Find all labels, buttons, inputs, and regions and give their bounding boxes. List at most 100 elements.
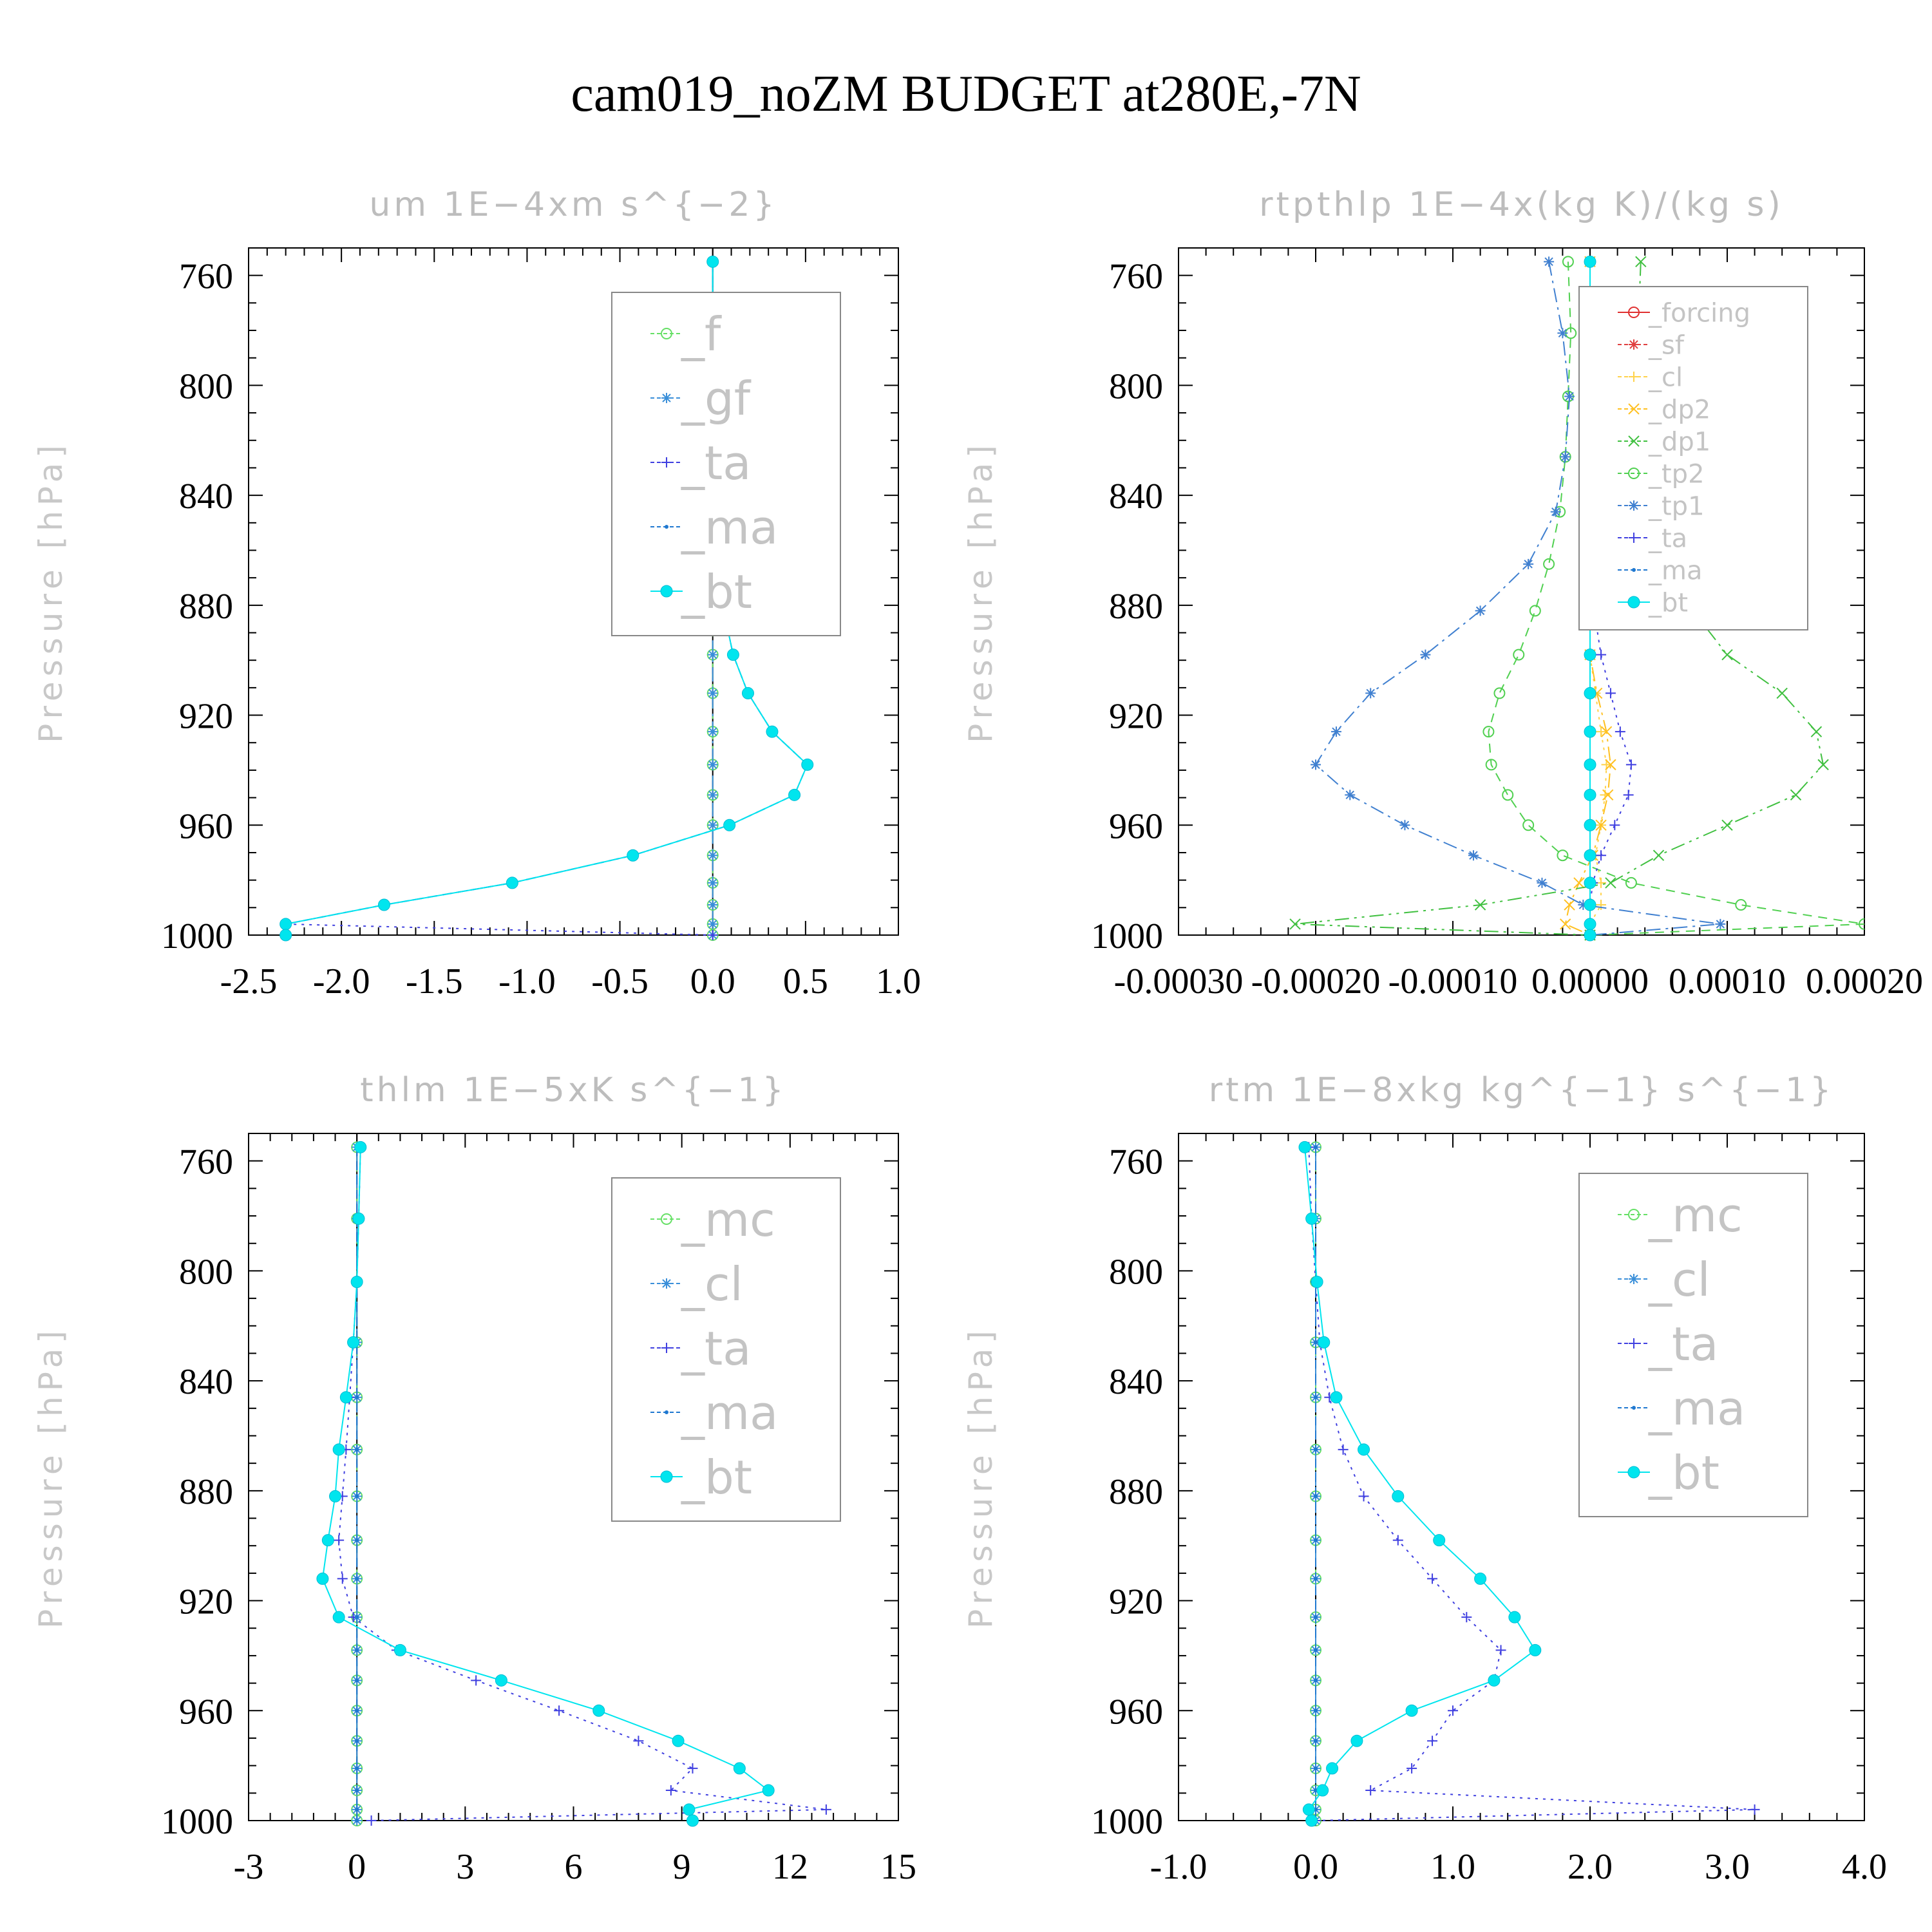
y-tick-label: 760	[1109, 257, 1163, 297]
legend-label: _cl	[681, 1257, 743, 1311]
data-point	[1543, 558, 1555, 570]
data-point	[1392, 1535, 1403, 1546]
figure-title: cam019_noZM BUDGET at280E,-7N	[571, 66, 1361, 122]
legend-label: _mc	[681, 1193, 775, 1247]
y-tick-label: 880	[1109, 1472, 1163, 1512]
data-point	[1474, 899, 1486, 911]
data-point	[1625, 876, 1637, 889]
x-tick-label: 1.0	[876, 961, 921, 1001]
data-point	[1584, 876, 1596, 889]
data-point	[1537, 877, 1548, 888]
panel-title: um 1E−4xm s^{−2}	[369, 185, 777, 224]
data-point	[1461, 1612, 1472, 1623]
data-point	[321, 1534, 334, 1547]
y-tick-label: 1000	[161, 1802, 233, 1842]
legend-label: _gf	[681, 372, 752, 426]
data-point	[495, 1674, 507, 1687]
panel-1: um 1E−4xm s^{−2} Pressure [hPa] 760 800 840 8…	[32, 185, 921, 1001]
legend: _mc _cl _ta _ma _bt	[611, 1177, 841, 1522]
legend-box	[1578, 1173, 1808, 1517]
data-point	[355, 1494, 359, 1499]
y-axis-label: Pressure [hPa]	[962, 440, 999, 743]
legend-marker	[660, 585, 673, 598]
y-tick-label: 920	[1109, 697, 1163, 737]
data-point	[1305, 1814, 1318, 1827]
data-point	[1544, 256, 1555, 267]
data-point	[726, 649, 739, 661]
data-point	[337, 1573, 348, 1584]
data-point	[1365, 688, 1376, 699]
data-layer	[316, 1141, 831, 1827]
data-point	[1584, 687, 1596, 699]
legend-label: _ta	[681, 1321, 751, 1376]
data-point	[1392, 1490, 1405, 1502]
data-point	[1311, 759, 1321, 770]
legend-label: _f	[681, 307, 722, 361]
data-point	[1605, 877, 1616, 889]
legend-marker	[1632, 568, 1636, 572]
data-point	[627, 849, 639, 862]
y-tick-label: 800	[1109, 1252, 1163, 1292]
data-point	[1298, 1141, 1311, 1153]
plot-frame	[1178, 247, 1865, 936]
x-tick-label: 4.0	[1842, 1847, 1887, 1887]
legend-box	[611, 292, 841, 636]
data-point	[1529, 1643, 1542, 1656]
plot-frame	[1178, 1133, 1865, 1821]
legend-marker	[661, 393, 672, 403]
data-point	[1605, 759, 1616, 771]
data-point	[316, 1572, 329, 1585]
x-tick-label: 3	[456, 1847, 474, 1887]
data-point	[1715, 918, 1726, 929]
data-point	[334, 1535, 345, 1546]
data-point	[1625, 759, 1636, 770]
legend-marker	[1627, 596, 1640, 609]
y-tick-label: 920	[179, 697, 233, 737]
legend-marker	[1629, 1338, 1639, 1349]
legend-marker	[661, 328, 672, 339]
data-point	[1365, 1785, 1376, 1796]
y-tick-label: 840	[1109, 1362, 1163, 1402]
data-point	[1448, 1705, 1458, 1716]
x-tick-label: 0.5	[783, 961, 828, 1001]
data-point	[1314, 1648, 1318, 1653]
series-line	[338, 1147, 827, 1821]
legend-marker	[661, 1343, 672, 1353]
data-point	[279, 929, 292, 942]
data-point	[352, 1212, 365, 1225]
x-tick-label: -0.00010	[1388, 961, 1518, 1001]
data-point	[1522, 819, 1535, 831]
legend-label: _ta	[1648, 524, 1687, 553]
data-point	[1523, 558, 1534, 569]
x-tick-label: 1.0	[1430, 1847, 1475, 1887]
data-point	[733, 1762, 746, 1775]
panel-title: rtpthlp 1E−4x(kg K)/(kg s)	[1259, 185, 1784, 224]
plot-frame	[248, 247, 899, 936]
data-point	[355, 1648, 359, 1653]
data-point	[355, 1766, 359, 1770]
data-point	[1721, 819, 1733, 831]
data-point	[1420, 649, 1431, 660]
data-point	[355, 1447, 359, 1452]
data-point	[1302, 1803, 1315, 1816]
data-point	[1314, 1447, 1318, 1452]
data-point	[665, 1785, 676, 1796]
data-point	[1605, 688, 1616, 699]
legend-marker	[665, 525, 668, 529]
x-tick-label: 12	[772, 1847, 808, 1887]
legend-marker	[1628, 403, 1640, 415]
legend-marker	[1629, 339, 1639, 350]
data-point	[1564, 391, 1575, 402]
data-point	[707, 900, 718, 911]
data-point	[377, 898, 390, 911]
data-point	[366, 1815, 377, 1826]
data-point	[1316, 1784, 1329, 1797]
legend-marker	[660, 1470, 673, 1483]
data-point	[355, 1678, 359, 1683]
data-point	[354, 1141, 367, 1153]
data-point	[707, 918, 718, 929]
legend-label: _tp2	[1648, 459, 1705, 489]
data-point	[355, 1807, 359, 1812]
legend-marker	[1629, 500, 1639, 511]
legend-label: _bt	[1648, 1446, 1719, 1500]
